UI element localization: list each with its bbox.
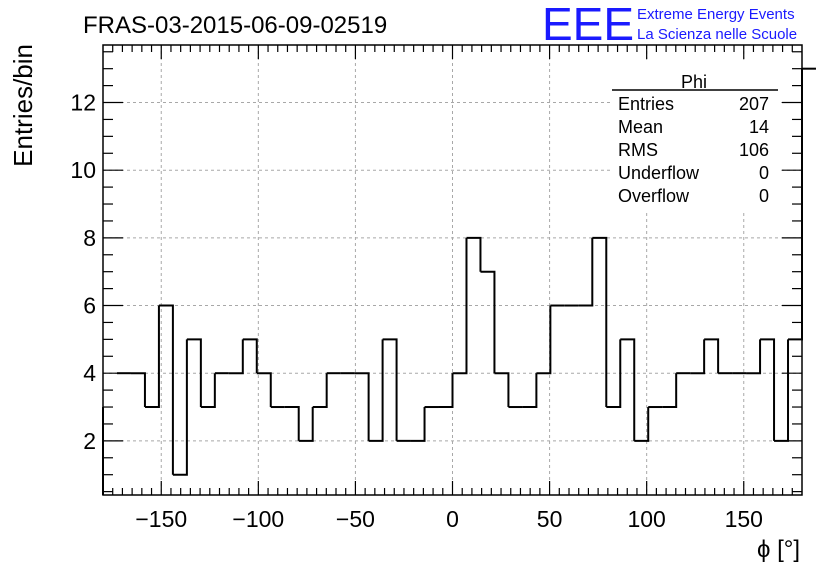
- x-axis-label: ϕ [°]: [757, 536, 800, 563]
- y-tick-label-3: 8: [83, 225, 96, 251]
- histogram-bin-27: [480, 270, 496, 374]
- histogram-bin-31: [536, 305, 552, 375]
- eee-logo: EEE Extreme Energy Events La Scienza nel…: [542, 0, 797, 50]
- histogram-bin-2: [130, 372, 146, 408]
- histogram-bin-30: [522, 373, 538, 409]
- histogram-bin-7: [200, 373, 216, 409]
- histogram-bin-5: [172, 339, 188, 476]
- histogram-bin-4: [158, 304, 174, 475]
- histogram-bin-13: [284, 406, 300, 441]
- y-tick-label-1: 4: [83, 360, 96, 386]
- histogram-bin-14: [298, 407, 314, 442]
- stats-label-entries: Entries: [618, 94, 674, 114]
- stats-value-rms: 106: [739, 140, 769, 160]
- histogram-bin-26: [466, 236, 482, 272]
- x-tick-label-3: 0: [446, 506, 459, 532]
- histogram-bin-35: [592, 236, 608, 408]
- histogram-bin-34: [578, 237, 594, 307]
- y-axis-label: Entries/bin: [8, 44, 38, 167]
- stats-value-entries: 207: [739, 94, 769, 114]
- histogram-bin-10: [242, 338, 258, 374]
- stats-label-mean: Mean: [618, 117, 663, 137]
- histogram-bin-20: [382, 338, 398, 441]
- y-tick-labels: 2 4 6 8 10 12: [70, 90, 96, 454]
- eee-logo-line2: La Scienza nelle Scuole: [637, 26, 797, 43]
- stats-rows: Entries 207 Mean 14 RMS 106 Underflow 0 Overflow…: [618, 94, 769, 206]
- y-tick-label-0: 2: [83, 428, 96, 454]
- y-tick-label-4: 10: [70, 157, 96, 183]
- x-tick-label-6: 150: [725, 506, 763, 532]
- x-tick-label-2: −50: [336, 506, 375, 532]
- histogram-bin-42: [690, 339, 706, 375]
- stats-box-background: [610, 60, 778, 210]
- histogram-bin-9: [228, 339, 244, 375]
- eee-logo-mark: EEE: [542, 0, 634, 50]
- x-tick-label-0: −150: [135, 506, 187, 532]
- histogram-bin-19: [368, 339, 384, 442]
- histogram-bin-28: [494, 372, 510, 408]
- x-tick-label-5: 100: [627, 506, 665, 532]
- stats-label-rms: RMS: [618, 140, 658, 160]
- histogram-bin-38: [634, 407, 650, 442]
- histogram-bin-18: [354, 372, 370, 441]
- stats-box: Phi Entries 207 Mean 14 RMS 106 Underflow 0 Over…: [610, 60, 778, 210]
- histogram-bin-40: [662, 373, 678, 409]
- eee-logo-line1: Extreme Energy Events: [637, 6, 795, 23]
- histogram-bin-22: [410, 407, 426, 442]
- histogram-bin-3: [144, 305, 160, 409]
- y-tick-label-2: 6: [83, 293, 96, 319]
- stats-value-overflow: 0: [759, 186, 769, 206]
- histogram-bin-25: [452, 237, 468, 375]
- y-tick-label-5: 12: [70, 90, 96, 116]
- stats-value-mean: 14: [749, 117, 769, 137]
- histogram-bin-48: [774, 339, 790, 442]
- histogram-bin-47: [760, 338, 776, 441]
- stats-label-underflow: Underflow: [618, 163, 700, 183]
- histogram-bin-24: [438, 373, 454, 409]
- stats-box-name: Phi: [681, 72, 707, 92]
- histogram-bin-43: [704, 338, 720, 374]
- histogram-bin-6: [186, 338, 202, 408]
- x-tick-label-1: −100: [232, 506, 284, 532]
- histogram-bin-46: [746, 339, 762, 375]
- stats-value-underflow: 0: [759, 163, 769, 183]
- histogram-bin-36: [606, 339, 622, 409]
- histogram-bin-11: [256, 372, 272, 408]
- x-tick-labels: −150 −100 −50 0 50 100 150: [135, 506, 763, 532]
- axis-ticks: [103, 45, 802, 495]
- x-tick-label-4: 50: [537, 506, 563, 532]
- histogram-bin-15: [312, 373, 328, 409]
- histogram-bin-37: [620, 338, 636, 441]
- chart-title: FRAS-03-2015-06-09-02519: [83, 12, 387, 39]
- stats-label-overflow: Overflow: [618, 186, 690, 206]
